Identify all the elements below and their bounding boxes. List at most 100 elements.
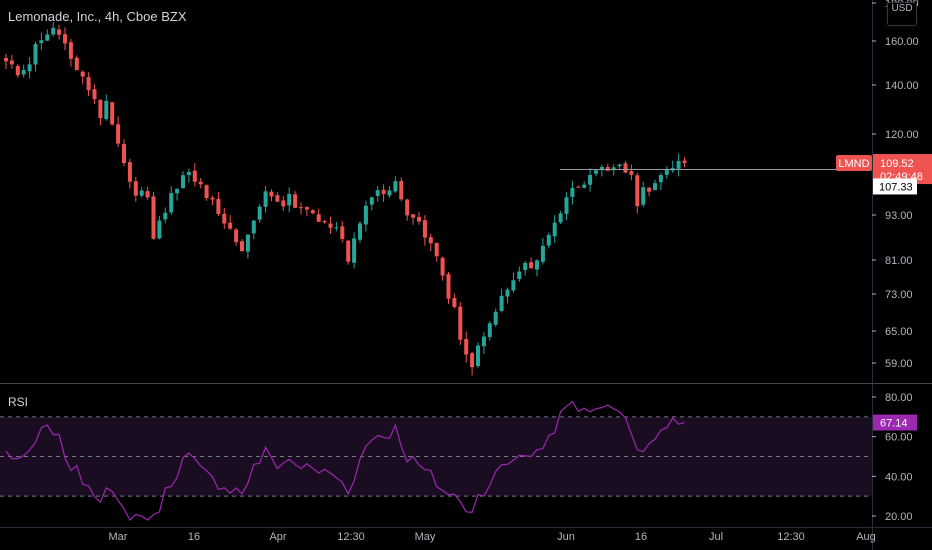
candle-body [21,70,26,75]
candle-body [257,206,262,220]
time-tick-label: 16 [188,531,200,543]
candle-body [375,190,380,196]
candle-body [664,169,669,175]
symbol-tag-label: LMND [838,158,869,170]
candle-body [387,190,392,196]
candle-body [594,170,598,174]
candle-body [588,174,593,185]
candle-body [363,205,368,225]
candle-body [63,34,67,44]
candle-body [269,191,274,197]
time-tick-label: Aug [856,531,876,543]
candle-body [299,207,303,209]
price-tick-label: 120.00 [885,129,919,141]
candle-body [110,102,115,125]
candle-body [611,167,616,171]
currency-badge[interactable]: USD [887,2,917,26]
candle-body [33,44,38,65]
price-tick-label: 65.00 [885,326,913,338]
time-tick-label: Jun [557,531,575,543]
candle-body [570,187,575,197]
candle-body [564,197,569,214]
candle-body [328,223,333,228]
candle-body [582,184,587,188]
candle-body [86,77,91,91]
time-tick-label: 16 [635,531,647,543]
candle-body [204,185,209,199]
candle-body [558,213,563,223]
time-tick-label: 12:30 [337,531,365,543]
rsi-title: RSI [8,395,29,409]
candle-body [287,193,292,206]
rsi-series [0,400,872,522]
time-tick-label: Jul [709,531,723,543]
candle-body [635,175,640,207]
time-tick-label: May [415,531,436,543]
candle-body [293,194,298,208]
rsi-tick-label: 40.00 [885,471,913,483]
candle-body [605,167,610,171]
price-tick-label: 93.00 [885,210,913,222]
candle-body [629,171,634,175]
currency-label: USD [891,3,913,14]
candle-body [9,60,14,65]
candle-body [369,197,374,205]
candle-body [405,199,410,216]
price-tick-label: 73.00 [885,289,913,301]
candle-body [245,234,250,252]
candle-body [104,100,109,119]
candle-body [617,164,622,167]
chart-legend: Lemonade, Inc., 4h, Cboe BZX [8,9,187,24]
rsi-value-tag [873,414,917,431]
candle-body [393,181,398,192]
candle-body [175,188,180,194]
line-price-tag [873,178,917,195]
candlestick-series [4,21,687,376]
candle-body [157,220,162,239]
candle-body [428,237,433,244]
candle-body [27,64,32,72]
candle-body [45,34,50,41]
rsi-line [5,400,685,522]
candle-body [169,193,174,213]
candle-body [517,271,522,280]
candle-body [4,58,8,62]
candle-body [653,183,657,191]
candle-body [181,175,185,189]
candle-body [647,187,652,192]
candle-body [68,42,73,59]
rsi-tick-label: 80.00 [885,392,913,404]
candle-body [240,241,244,252]
candle-body [51,27,56,35]
candle-body [658,175,663,183]
line-price-label: 107.33 [879,181,913,193]
candle-body [127,162,132,182]
candle-body [98,99,103,119]
candle-body [552,222,557,237]
candle-body [505,289,510,297]
candle-body [281,200,286,207]
candle-body [481,336,486,347]
candle-body [340,226,345,240]
candle-body [464,338,469,355]
candle-body [623,163,628,173]
symbol-tag [836,155,872,172]
candle-body [641,187,646,205]
candle-body [57,29,62,35]
candle-body [599,166,604,170]
candle-body [116,124,121,144]
candle-body [511,280,516,291]
candle-body [576,186,581,188]
candle-body [198,181,203,185]
candle-body [39,40,44,44]
time-tick-label: Mar [109,531,128,543]
candle-body [139,190,144,196]
candle-body [304,206,309,210]
candle-body [263,191,268,207]
candle-body [316,214,321,222]
candle-body [216,198,221,214]
price-tick-label: 81.00 [885,255,913,267]
candle-body [682,160,687,164]
candle-body [540,245,545,262]
